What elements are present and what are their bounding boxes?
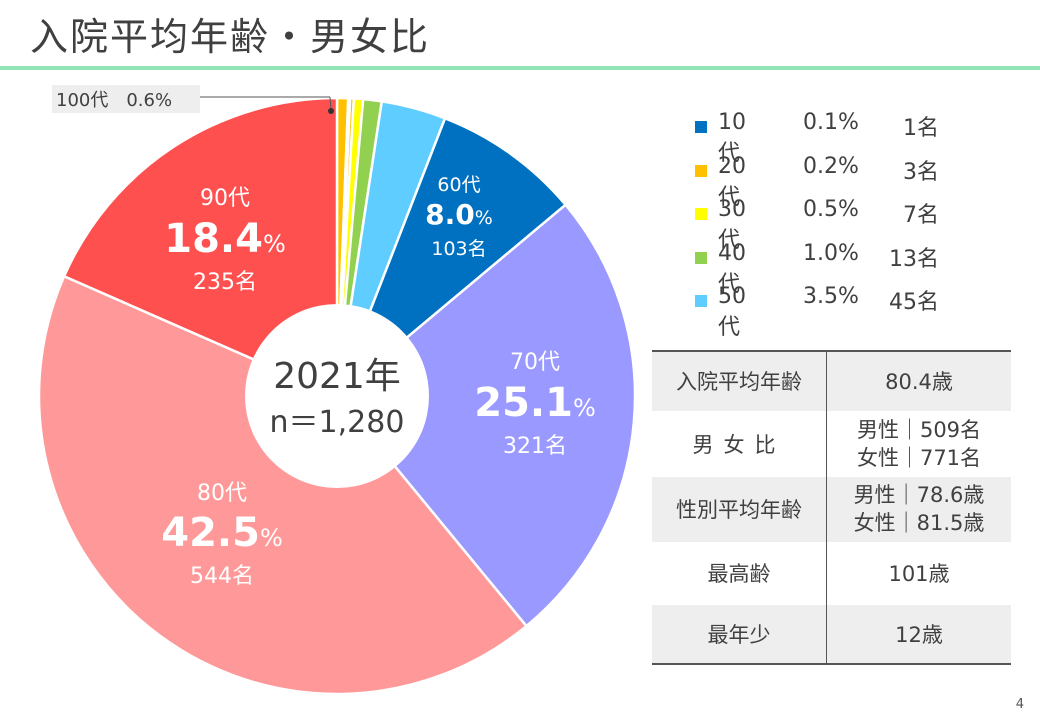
title-underline [0, 66, 1040, 70]
page-title: 入院平均年齢・男女比 [30, 15, 431, 59]
stats-row-sex-avg-age: 性別平均年齢 男性｜78.6歳 女性｜81.5歳 [652, 476, 1011, 542]
ratio-female: 女性｜771名 [856, 445, 982, 470]
legend-swatch-30s [695, 208, 707, 220]
stats-key: 最高齢 [652, 542, 827, 604]
legend-label: 40代 [718, 240, 746, 297]
slice-label-90s-count: 235名 [193, 270, 257, 295]
callout-dot [328, 108, 334, 114]
slice-label-70s-name: 70代 [510, 350, 560, 375]
pie-slice-90代 [62, 96, 339, 398]
slice-label-60s-value: 8.0% [425, 198, 493, 231]
stats-key: 男女比 [652, 411, 827, 476]
legend-percent: 0.5% [803, 197, 859, 222]
stats-row-sex-ratio: 男女比 男性｜509名 女性｜771名 [652, 411, 1011, 476]
legend-percent: 0.1% [803, 110, 859, 135]
slice-label-60s-count: 103名 [431, 238, 486, 260]
legend-count: 1名 [903, 116, 939, 141]
stats-table: 入院平均年齢 80.4歳 男女比 男性｜509名 女性｜771名 性別平均年齢 … [652, 350, 1011, 665]
legend-label: 10代 [718, 110, 746, 166]
stats-value: 男性｜78.6歳 女性｜81.5歳 [826, 476, 1011, 542]
pie-slice-80代 [37, 274, 529, 696]
slice-label-90s-name: 90代 [200, 186, 250, 211]
stats-value: 80.4歳 [826, 351, 1011, 411]
legend-count: 13名 [889, 246, 939, 272]
stats-value: 12歳 [826, 604, 1011, 664]
slice-label-80s-value: 42.5% [161, 510, 283, 556]
stats-row-min-age: 最年少 12歳 [652, 604, 1011, 664]
legend-swatch-20s [695, 164, 707, 177]
slice-label-80s-count: 544名 [190, 564, 254, 589]
legend-label: 50代 [718, 284, 746, 340]
stats-key: 入院平均年齢 [652, 351, 827, 411]
slice-label-70s-count: 321名 [503, 434, 567, 459]
legend-percent: 3.5% [803, 284, 859, 309]
legend-percent: 0.2% [803, 153, 859, 179]
legend-percent: 1.0% [803, 240, 859, 266]
stats-value: 101歳 [888, 562, 950, 586]
legend-swatch-10s [695, 121, 707, 133]
stats-row-avg-age: 入院平均年齢 80.4歳 [652, 351, 1011, 411]
sex-avg-female: 女性｜81.5歳 [853, 511, 985, 535]
stats-key: 最年少 [652, 604, 827, 664]
stats-value: 男性｜509名 女性｜771名 [827, 411, 1012, 476]
callout-box [52, 85, 200, 113]
page-number: 4 [1015, 697, 1024, 712]
pie-slice-70代 [335, 203, 637, 628]
legend-swatch-50s [695, 295, 707, 307]
callout-100s-label: 100代 0.6% [56, 90, 172, 111]
stats-row-max-age: 最高齢 101歳 [652, 542, 1011, 604]
ratio-male: 男性｜509名 [856, 417, 982, 442]
legend-count: 7名 [903, 203, 939, 228]
center-n: n＝1,280 [270, 405, 405, 440]
stats-key: 性別平均年齢 [652, 476, 827, 542]
slice-label-80s-name: 80代 [197, 481, 247, 506]
legend-label: 20代 [718, 153, 746, 210]
sex-avg-male: 男性｜78.6歳 [853, 483, 985, 507]
slice-label-60s-name: 60代 [437, 174, 480, 196]
center-hole [245, 304, 429, 488]
legend-count: 3名 [903, 159, 939, 185]
center-year: 2021年 [273, 356, 401, 397]
legend-label: 30代 [718, 197, 746, 253]
legend-count: 45名 [889, 290, 939, 315]
slice-label-90s-value: 18.4% [164, 216, 286, 262]
legend-swatch-40s [695, 251, 707, 264]
slice-label-70s-value: 25.1% [474, 380, 596, 426]
